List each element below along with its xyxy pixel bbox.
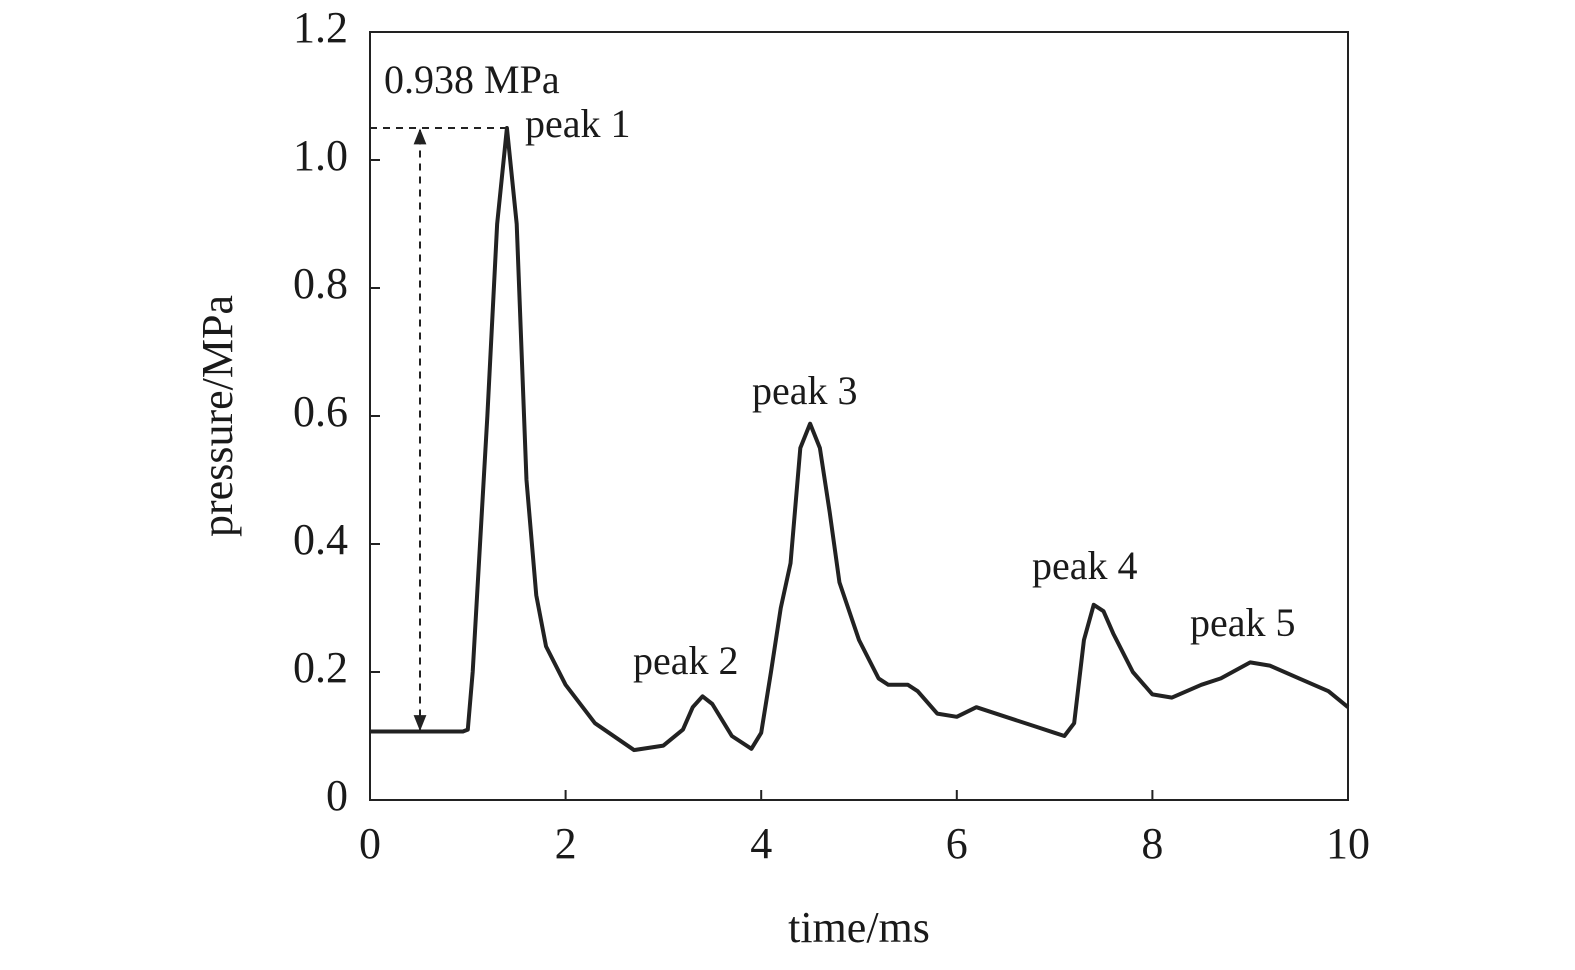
y-axis-label: pressure/MPa — [193, 295, 242, 537]
y-tick-label: 0 — [326, 771, 348, 820]
annotation: peak 3 — [752, 368, 858, 413]
y-tick-label: 0.2 — [293, 643, 348, 692]
annotation: 0.938 MPa — [384, 57, 560, 102]
y-tick-label: 1.0 — [293, 131, 348, 180]
data-line — [370, 126, 1350, 753]
x-tick-label: 0 — [359, 819, 381, 868]
x-tick-label: 4 — [750, 819, 772, 868]
x-tick-label: 10 — [1326, 819, 1370, 868]
x-tick-label: 8 — [1141, 819, 1163, 868]
y-tick-label: 0.8 — [293, 259, 348, 308]
y-tick-label: 0.6 — [293, 387, 348, 436]
annotation: peak 1 — [525, 101, 631, 146]
annotation: peak 5 — [1190, 600, 1296, 645]
annotation: peak 4 — [1032, 543, 1138, 588]
x-tick-label: 6 — [946, 819, 968, 868]
y-tick-label: 1.2 — [293, 3, 348, 52]
annotation: peak 2 — [633, 638, 739, 683]
x-tick-label: 2 — [555, 819, 577, 868]
y-tick-label: 0.4 — [293, 515, 348, 564]
x-axis-label: time/ms — [788, 903, 930, 952]
